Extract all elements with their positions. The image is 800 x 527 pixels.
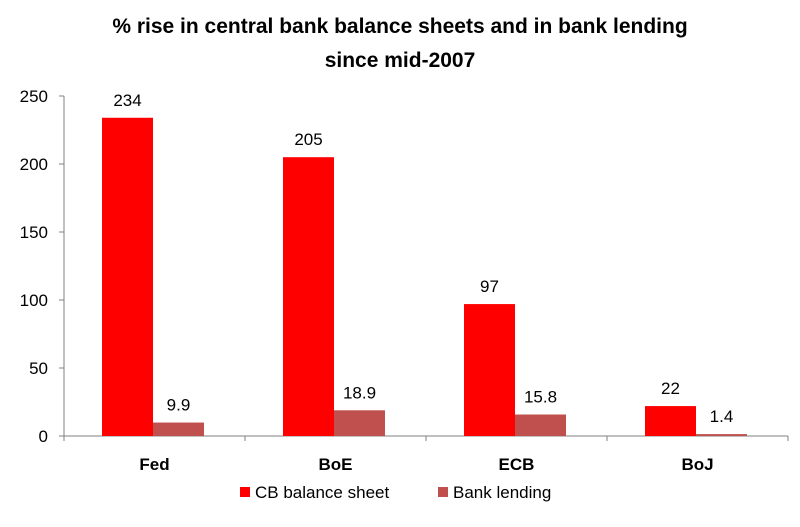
bar-bank-lending xyxy=(515,414,566,436)
data-label: 205 xyxy=(294,130,322,149)
bar-bank-lending xyxy=(334,410,385,436)
y-tick-label: 250 xyxy=(20,87,48,106)
x-category-label: Fed xyxy=(139,455,169,474)
y-tick-label: 0 xyxy=(39,427,48,446)
y-tick-label: 150 xyxy=(20,223,48,242)
chart-bars: 234 9.9 205 18.9 97 15.8 22 1.4 xyxy=(102,91,747,436)
x-category-label: BoJ xyxy=(681,455,713,474)
data-label: 22 xyxy=(661,379,680,398)
chart-title-line-1: % rise in central bank balance sheets an… xyxy=(112,15,688,38)
legend-label: CB balance sheet xyxy=(255,483,389,502)
chart-legend: CB balance sheet Bank lending xyxy=(240,483,551,502)
x-category-label: ECB xyxy=(499,455,535,474)
y-tick-label: 200 xyxy=(20,155,48,174)
data-label: 18.9 xyxy=(343,383,376,402)
legend-swatch xyxy=(240,487,250,497)
y-tick-label: 100 xyxy=(20,291,48,310)
x-category-label: BoE xyxy=(319,455,353,474)
data-label: 97 xyxy=(480,277,499,296)
data-label: 234 xyxy=(113,91,141,110)
bar-cb-balance-sheet xyxy=(102,117,153,436)
bar-cb-balance-sheet xyxy=(645,406,696,436)
y-tick-label: 50 xyxy=(29,359,48,378)
data-label: 1.4 xyxy=(710,407,734,426)
chart-title-line-2: since mid-2007 xyxy=(324,49,476,72)
data-label: 15.8 xyxy=(524,388,557,407)
data-label: 9.9 xyxy=(167,396,191,415)
legend-swatch xyxy=(438,487,448,497)
bar-cb-balance-sheet xyxy=(283,157,334,436)
legend-label: Bank lending xyxy=(453,483,551,502)
bar-cb-balance-sheet xyxy=(464,304,515,436)
bar-bank-lending xyxy=(696,434,747,436)
bar-bank-lending xyxy=(153,422,204,436)
